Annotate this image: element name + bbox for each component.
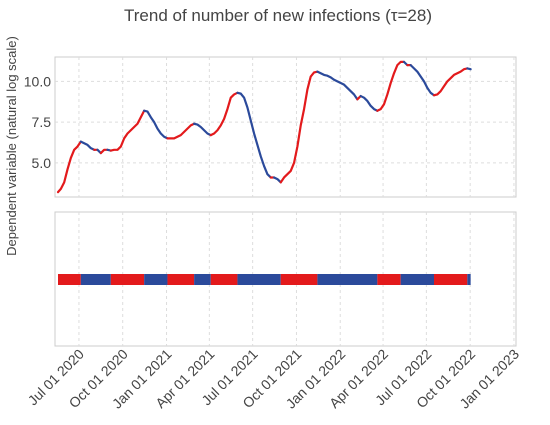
trend-panel: 5.0 7.5 10.0 <box>24 56 517 198</box>
trend-segment-increasing <box>376 60 406 112</box>
regime-segment-increasing <box>58 274 81 285</box>
regime-segment-increasing <box>433 274 468 285</box>
trend-segment-decreasing <box>359 94 379 112</box>
trend-segment-decreasing <box>409 64 436 97</box>
trend-segment-decreasing <box>143 109 169 140</box>
regime-segment-increasing <box>210 274 238 285</box>
trend-segment-increasing <box>56 140 82 194</box>
trend-segment-decreasing <box>236 91 272 179</box>
regime-segment-decreasing <box>317 274 378 285</box>
regime-segment-decreasing <box>80 274 111 285</box>
trend-segment-increasing <box>166 122 196 140</box>
trend-segment-decreasing <box>272 176 282 184</box>
trend-grid <box>55 57 516 197</box>
trend-segment-increasing <box>109 109 146 152</box>
regime-panel <box>54 211 517 347</box>
regime-segment-increasing <box>110 274 145 285</box>
trend-segment-decreasing <box>193 122 212 137</box>
trend-segment-decreasing <box>316 70 359 101</box>
regime-segment-decreasing <box>467 274 471 285</box>
regime-segment-increasing <box>377 274 401 285</box>
trend-segment-decreasing <box>466 67 472 71</box>
y-tick-label: 7.5 <box>32 114 52 130</box>
y-tick-labels: 5.0 7.5 10.0 <box>24 73 51 170</box>
regime-segment-decreasing <box>400 274 434 285</box>
regime-segment-increasing <box>167 274 195 285</box>
regime-segment-decreasing <box>237 274 281 285</box>
regime-bar <box>58 274 471 285</box>
regime-segment-increasing <box>280 274 318 285</box>
trend-segment-decreasing <box>79 140 96 151</box>
trend-line <box>56 60 472 194</box>
y-axis-label: Dependent variable (natural log scale) <box>4 36 19 256</box>
trend-segment-increasing <box>209 91 239 137</box>
regime-segment-decreasing <box>194 274 211 285</box>
trend-panel-frame <box>54 56 517 198</box>
trend-segment-increasing <box>99 148 109 155</box>
chart-title: Trend of number of new infections (τ=28) <box>124 6 432 25</box>
trend-segment-increasing <box>432 67 469 97</box>
y-tick-label: 10.0 <box>24 73 51 89</box>
trend-segment-increasing <box>279 70 319 184</box>
regime-segment-decreasing <box>144 274 168 285</box>
y-tick-label: 5.0 <box>32 155 52 171</box>
